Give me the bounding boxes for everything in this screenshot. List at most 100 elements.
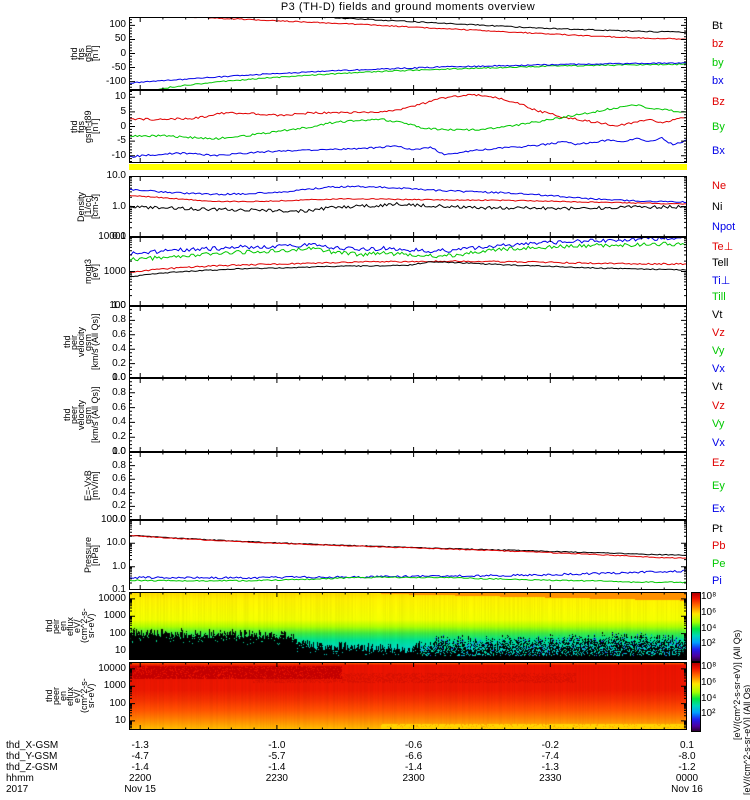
series-Ti⊥ <box>129 237 687 256</box>
y-tick-label: 1.0 <box>112 200 126 212</box>
y-tick-label: 0.8 <box>112 314 126 326</box>
axis-value: Nov 16 <box>671 784 703 795</box>
colorbar-tick-label: 10⁴ <box>701 692 717 704</box>
axis-value: 2230 <box>265 773 288 784</box>
y-tick-label: 10 <box>114 91 126 103</box>
y-tick-label: 0.6 <box>112 328 126 340</box>
axis-value: 2300 <box>402 773 425 784</box>
y-tick-label: 50 <box>114 33 126 45</box>
axis-row-name-thd_Z-GSM: thd_Z-GSM <box>6 762 58 773</box>
quality-flag-bar <box>129 164 687 170</box>
peir_en_eflux-colorbar <box>691 592 701 662</box>
y-tick-label: 100 <box>109 300 126 311</box>
legend-Ne: Ne <box>712 180 727 193</box>
axis-row-name-thd_Y-GSM: thd_Y-GSM <box>6 751 58 762</box>
legend-Bz: Bz <box>712 96 725 109</box>
y-tick-label: 10000 <box>98 662 126 674</box>
axis-value: -1.4 <box>268 762 286 773</box>
series-Bz <box>129 93 687 127</box>
legend-Pb: Pb <box>712 540 726 553</box>
axis-row-name-2017: 2017 <box>6 784 29 795</box>
legend-Ex: Ex <box>712 502 725 515</box>
panel-peer_velocity-axes <box>129 378 687 452</box>
y-tick-label: 100 <box>109 627 126 639</box>
panel-peer_velocity <box>129 378 687 452</box>
y-tick-label: 0.8 <box>112 459 126 471</box>
panel-peer_en_eflux <box>129 662 687 730</box>
panel-peer_en_eflux-ylabel: thd peer en eflux eV/ (cm^2-s- sr-eV) <box>44 678 96 714</box>
y-tick-label: 1000 <box>103 610 126 622</box>
panel-peir_velocity-axes <box>129 306 687 378</box>
y-tick-label: 0.0 <box>112 372 126 383</box>
series-Te⊥ <box>129 259 687 273</box>
axis-value: -7.4 <box>541 751 559 762</box>
y-tick-label: 0.4 <box>112 416 126 428</box>
y-tick-label: 0.6 <box>112 473 126 485</box>
colorbar-tick-label: 10⁶ <box>701 607 717 619</box>
series-Bx <box>129 136 687 158</box>
y-tick-label: 100 <box>109 19 126 31</box>
colorbar-tick-label: 10⁶ <box>701 677 717 689</box>
axis-value: 2200 <box>129 773 152 784</box>
legend-Ey: Ey <box>712 480 725 492</box>
legend-by: by <box>712 56 724 69</box>
panel-mogt3-axes <box>129 237 687 306</box>
axis-value: -0.6 <box>404 740 423 751</box>
panel-density <box>129 176 687 237</box>
y-tick-label: 100 <box>109 697 126 709</box>
y-tick-label: 0.4 <box>112 343 126 355</box>
y-tick-label: 10 <box>114 644 126 656</box>
series-Pt <box>129 535 687 556</box>
axis-value: 0.1 <box>680 740 694 751</box>
axis-row-name-hhmm: hhmm <box>6 773 34 784</box>
series-Npot <box>129 185 687 204</box>
y-tick-label: 10 <box>114 714 126 726</box>
axis-value: 0000 <box>675 773 699 784</box>
y-tick-label: 1.0 <box>112 560 126 572</box>
series-Till <box>129 241 687 262</box>
panel-e_vxb-axes <box>129 452 687 520</box>
y-tick-label: 10.0 <box>106 537 126 549</box>
y-tick-label: 0.1 <box>112 231 126 242</box>
y-tick-label: 1.0 <box>112 446 126 457</box>
panel-peer_en_eflux-axes <box>129 662 687 730</box>
series-bz <box>190 17 687 40</box>
legend-Ni: Ni <box>712 200 723 213</box>
plot-title: P3 (TH-D) fields and ground moments over… <box>280 1 536 13</box>
colorbar-unit-label: [eV/(cm^2-s-sr-eV)] (All Qs) <box>732 629 742 740</box>
panel-peir_velocity <box>129 306 687 378</box>
series-bx <box>129 62 687 84</box>
y-tick-label: 10000 <box>98 592 126 604</box>
peir_en_eflux-spectrogram-image <box>129 592 687 660</box>
panel-pressure <box>129 520 687 590</box>
y-tick-label: 0.6 <box>112 401 126 413</box>
y-tick-label: 1.0 <box>112 372 126 383</box>
axis-value: -1.2 <box>678 762 696 773</box>
y-tick-label: 0.1 <box>112 584 126 595</box>
y-tick-label: -100 <box>105 75 126 87</box>
peer_en_eflux-spectrogram-image <box>129 662 687 730</box>
axis-value: -1.4 <box>404 762 423 773</box>
y-tick-label: 0.2 <box>112 500 126 512</box>
legend-Vz: Vz <box>712 327 725 339</box>
y-tick-label: -5 <box>117 135 126 147</box>
panel-mogt3 <box>129 237 687 306</box>
axis-value: -5.7 <box>268 751 286 762</box>
y-tick-label: 0.2 <box>112 431 126 443</box>
axis-value: -0.2 <box>541 740 559 751</box>
y-tick-label: 5 <box>120 105 126 117</box>
panel-fgs_gsm <box>129 17 687 90</box>
y-tick-label: 1.0 <box>112 300 126 311</box>
legend-bz: bz <box>712 38 724 51</box>
legend-Bt: Bt <box>712 20 723 33</box>
series-Bt <box>318 17 687 34</box>
series-Pb <box>129 535 687 559</box>
legend-Vx: Vx <box>712 363 725 375</box>
axis-value: -4.7 <box>131 751 149 762</box>
y-tick-label: -50 <box>111 61 126 73</box>
y-tick-label: 10.0 <box>106 170 126 181</box>
panel-fgs_gsm_t89-axes <box>129 90 687 163</box>
panel-peir_en_eflux <box>129 592 687 660</box>
y-tick-label: 0 <box>120 47 126 59</box>
